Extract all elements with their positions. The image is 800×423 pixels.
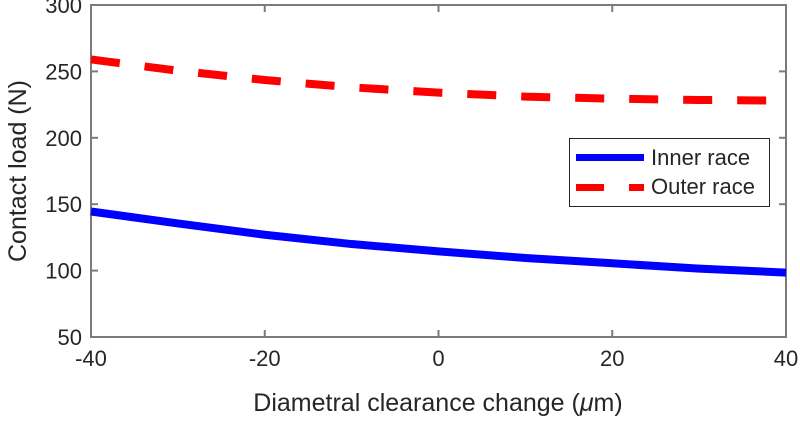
outer-race-line <box>90 55 787 105</box>
x-axis-label: Diametral clearance change (μm) <box>253 389 622 417</box>
inner-race-line-swatch <box>576 154 644 162</box>
legend-item-outer-race: Outer race <box>576 176 769 198</box>
legend-label-inner-race: Inner race <box>651 144 751 170</box>
x-tick-label: -20 <box>249 346 281 371</box>
y-tick-label: 300 <box>45 0 82 18</box>
y-tick-label: 200 <box>45 126 82 151</box>
data-series <box>90 55 787 277</box>
y-tick-label: 150 <box>45 192 82 217</box>
legend-item-inner-race: Inner race <box>576 144 769 170</box>
x-tick-label: 40 <box>774 346 798 371</box>
x-tick-label: 20 <box>600 346 624 371</box>
inner-race-line <box>90 207 787 277</box>
x-axis-label-post: m) <box>594 389 623 417</box>
y-tick-label: 50 <box>58 325 82 350</box>
legend: Inner race Outer race <box>569 138 770 207</box>
y-axis-label: Contact load (N) <box>4 80 32 262</box>
y-tick-label: 100 <box>45 259 82 284</box>
tick-labels: -40 -20 0 20 40 50 100 150 200 250 300 <box>45 0 798 371</box>
y-tick-label: 250 <box>45 59 82 84</box>
x-tick-label: -40 <box>75 346 107 371</box>
x-axis-label-mu: μ <box>579 389 594 417</box>
legend-label-outer-race: Outer race <box>651 174 755 200</box>
x-tick-label: 0 <box>432 346 444 371</box>
x-axis-label-pre: Diametral clearance change ( <box>253 389 580 417</box>
outer-race-line-swatch <box>576 183 644 191</box>
solid-line-sample <box>576 154 644 162</box>
tick-marks <box>90 4 787 338</box>
dashed-line-sample <box>629 183 644 191</box>
dashed-line-sample <box>576 183 604 191</box>
